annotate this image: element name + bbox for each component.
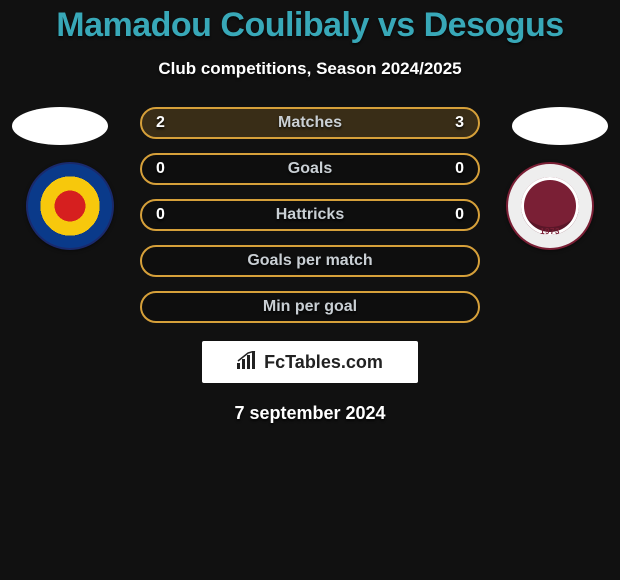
stat-label: Goals [288,160,332,178]
stat-value-left: 0 [156,206,165,224]
club-badge-left [26,162,114,250]
stat-row-matches: 2 Matches 3 [140,107,480,139]
player-avatar-right [512,107,608,145]
stat-value-right: 0 [455,206,464,224]
stat-value-left: 2 [156,114,165,132]
brand-text: FcTables.com [264,352,383,373]
club-badge-right [506,162,594,250]
stat-row-goals-per-match: Goals per match [140,245,480,277]
stat-value-right: 0 [455,160,464,178]
stat-value-left: 0 [156,160,165,178]
subtitle: Club competitions, Season 2024/2025 [0,59,620,79]
page-title: Mamadou Coulibaly vs Desogus [0,0,620,45]
chart-icon [237,351,259,374]
stats-list: 2 Matches 3 0 Goals 0 0 Hattricks 0 Goal… [140,107,480,337]
stat-label: Goals per match [247,252,372,270]
stat-label: Matches [278,114,342,132]
stat-row-goals: 0 Goals 0 [140,153,480,185]
stat-label: Min per goal [263,298,357,316]
stat-row-hattricks: 0 Hattricks 0 [140,199,480,231]
comparison-content: 2 Matches 3 0 Goals 0 0 Hattricks 0 Goal… [0,107,620,337]
player-avatar-left [12,107,108,145]
stat-value-right: 3 [455,114,464,132]
stat-label: Hattricks [276,206,344,224]
stat-row-min-per-goal: Min per goal [140,291,480,323]
date-label: 7 september 2024 [0,403,620,424]
brand-watermark[interactable]: FcTables.com [202,341,418,383]
